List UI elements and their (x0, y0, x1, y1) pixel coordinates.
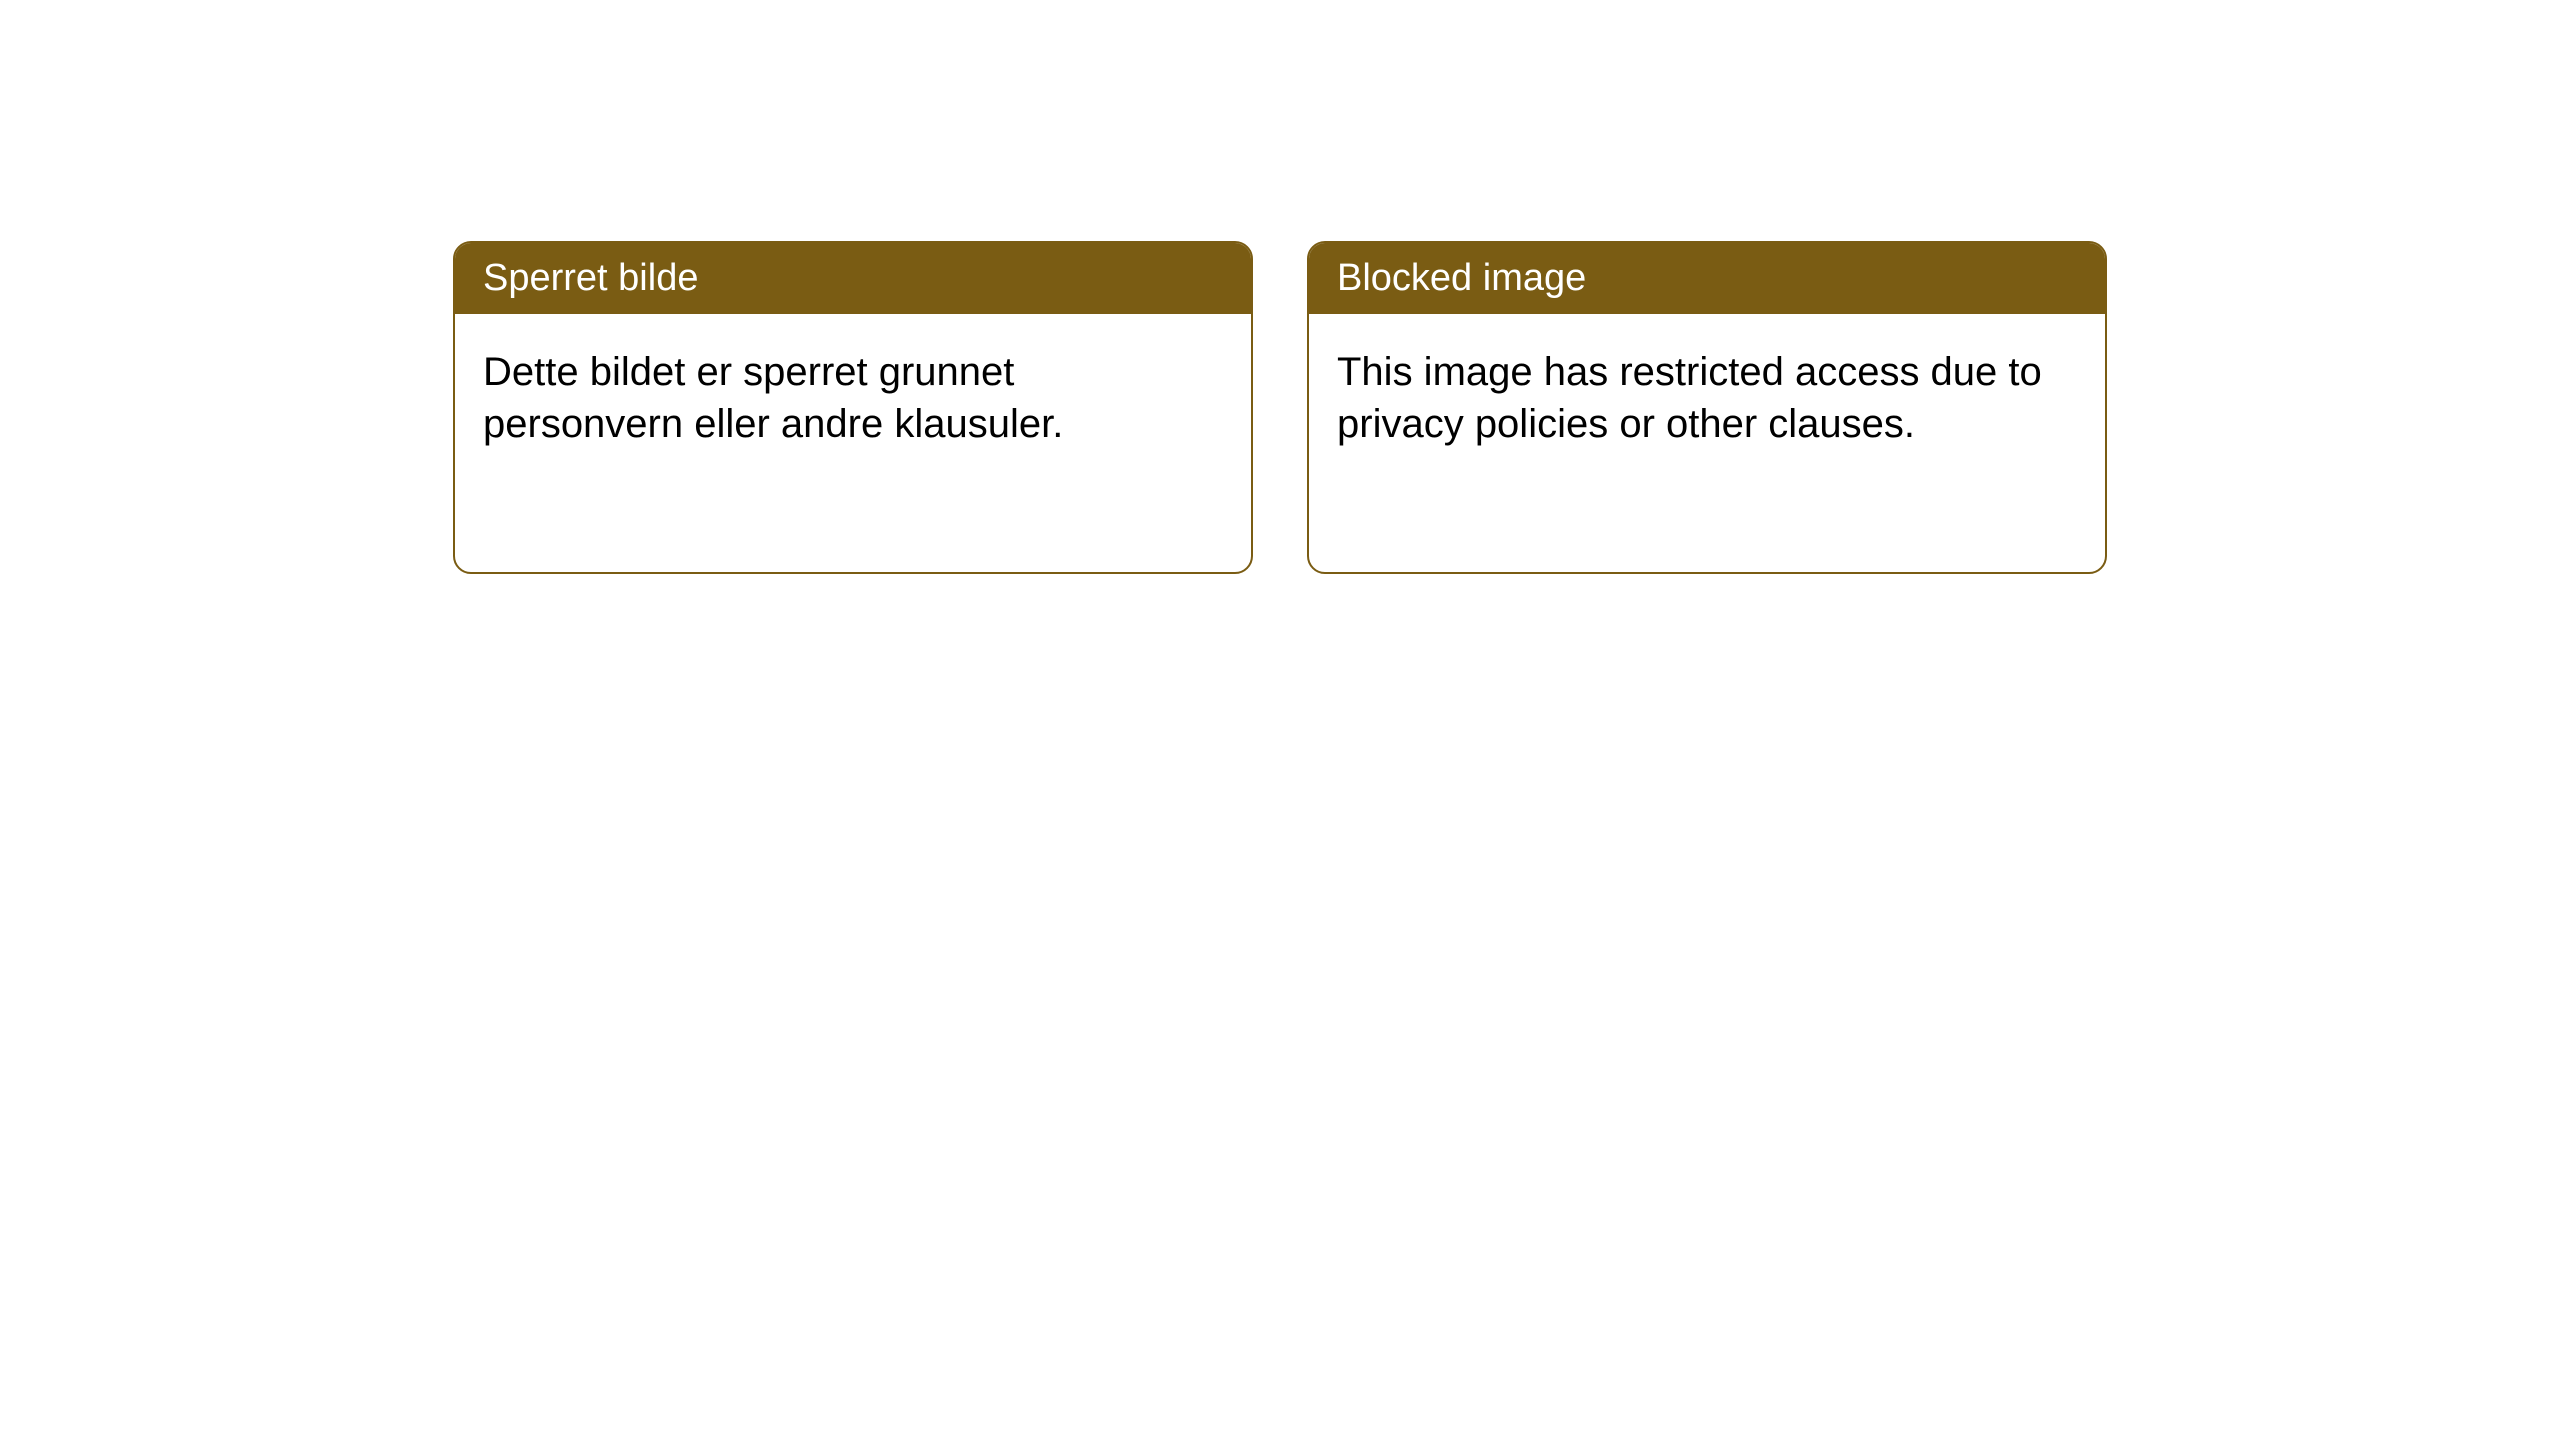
blocked-image-card-no: Sperret bilde Dette bildet er sperret gr… (453, 241, 1253, 574)
cards-container: Sperret bilde Dette bildet er sperret gr… (453, 241, 2107, 574)
card-header: Blocked image (1309, 243, 2105, 314)
card-body: This image has restricted access due to … (1309, 314, 2105, 482)
card-body: Dette bildet er sperret grunnet personve… (455, 314, 1251, 482)
card-body-text: This image has restricted access due to … (1337, 350, 2042, 446)
card-title: Sperret bilde (483, 257, 698, 299)
card-header: Sperret bilde (455, 243, 1251, 314)
card-body-text: Dette bildet er sperret grunnet personve… (483, 350, 1063, 446)
card-title: Blocked image (1337, 257, 1586, 299)
blocked-image-card-en: Blocked image This image has restricted … (1307, 241, 2107, 574)
